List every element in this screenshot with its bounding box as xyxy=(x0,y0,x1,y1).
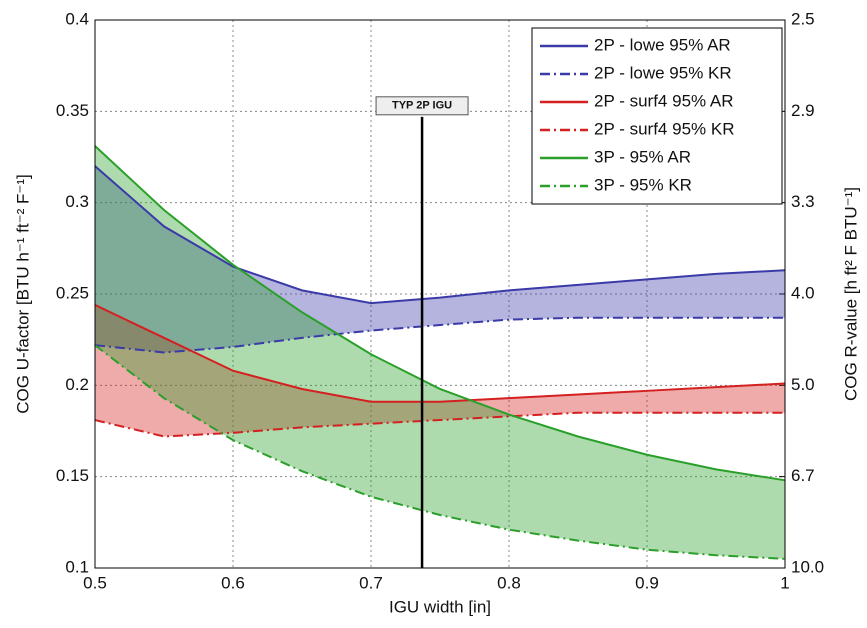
series-line xyxy=(94,411,785,438)
y2-tick-label: 4.0 xyxy=(791,283,815,302)
y-tick-label: 0.25 xyxy=(56,283,89,302)
y2-tick-label: 10.0 xyxy=(791,557,824,576)
y2-tick-label: 3.3 xyxy=(791,192,815,211)
legend-label: 2P - surf4 95% AR xyxy=(594,91,734,110)
y-tick-label: 0.1 xyxy=(65,557,89,576)
x-tick-label: 0.8 xyxy=(497,573,521,592)
y2-tick-label: 2.9 xyxy=(791,101,815,120)
y2-axis-label: COG R-value [h ft² F BTU⁻¹] xyxy=(841,187,860,401)
series-line xyxy=(94,344,786,560)
x-tick-label: 1 xyxy=(780,573,789,592)
x-tick-label: 0.9 xyxy=(635,573,659,592)
annotation-text: TYP 2P IGU xyxy=(392,100,452,112)
annotation-box xyxy=(375,96,469,116)
y-tick-label: 0.35 xyxy=(56,101,89,120)
band-fill xyxy=(95,304,785,437)
legend-label: 2P - lowe 95% AR xyxy=(594,35,731,54)
y-tick-label: 0.2 xyxy=(65,375,89,394)
y-tick-label: 0.15 xyxy=(56,466,89,485)
legend-label: 2P - lowe 95% KR xyxy=(594,63,732,82)
y2-tick-label: 5.0 xyxy=(791,375,815,394)
series-line xyxy=(94,316,785,354)
y-tick-label: 0.4 xyxy=(65,9,89,28)
legend-label: 3P - 95% KR xyxy=(594,175,692,194)
y-tick-label: 0.3 xyxy=(65,192,89,211)
series-line xyxy=(94,145,786,482)
series-line xyxy=(94,304,786,403)
x-axis-label: IGU width [in] xyxy=(389,597,491,616)
y2-tick-label: 2.5 xyxy=(791,9,815,28)
series-line xyxy=(94,165,786,305)
legend-box xyxy=(531,27,783,205)
legend-label: 2P - surf4 95% KR xyxy=(594,119,734,138)
band-fill xyxy=(95,166,785,353)
x-tick-label: 0.6 xyxy=(221,573,245,592)
plot-frame xyxy=(94,19,786,569)
y-axis-label: COG U-factor [BTU h⁻¹ ft⁻² F⁻¹] xyxy=(13,174,32,413)
x-tick-label: 0.7 xyxy=(359,573,383,592)
y2-tick-label: 6.7 xyxy=(791,466,815,485)
legend-label: 3P - 95% AR xyxy=(594,147,691,166)
x-tick-label: 0.5 xyxy=(83,573,107,592)
